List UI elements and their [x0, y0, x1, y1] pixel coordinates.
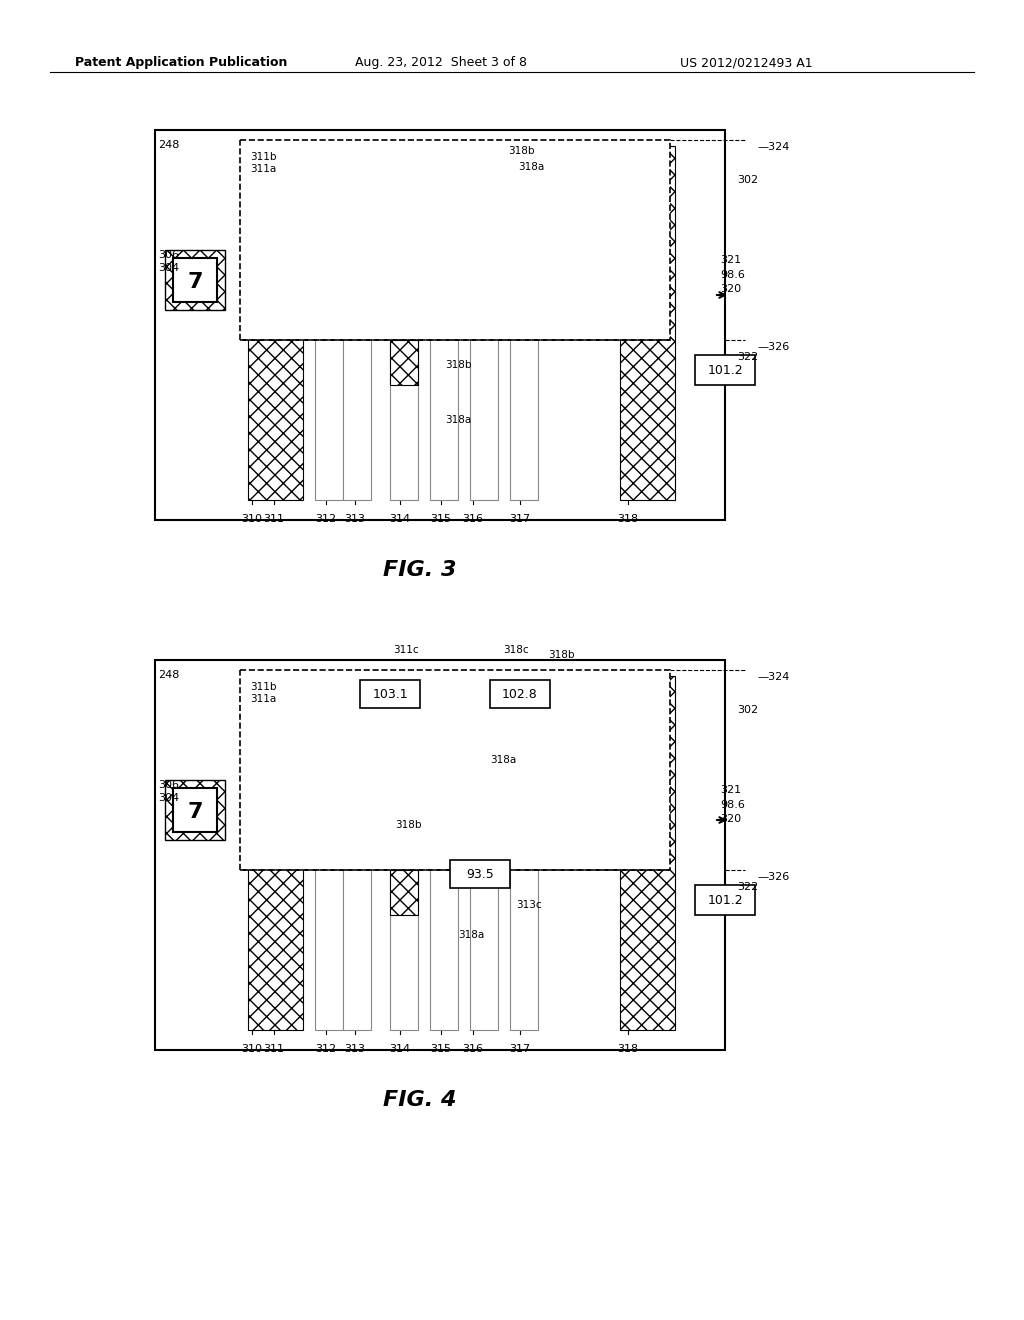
Text: 312: 312	[315, 1044, 337, 1053]
Text: 98.6: 98.6	[720, 271, 744, 280]
Text: 321: 321	[720, 785, 741, 795]
Bar	[155, 660, 725, 1049]
Text: 317: 317	[509, 1044, 530, 1053]
Bar	[390, 310, 418, 500]
Text: —324: —324	[757, 143, 790, 152]
Bar	[343, 260, 371, 500]
Text: 318b: 318b	[445, 360, 471, 370]
Text: 311: 311	[263, 1044, 285, 1053]
Bar	[620, 676, 675, 1030]
Text: 316: 316	[463, 1044, 483, 1053]
Text: 311a: 311a	[250, 164, 276, 174]
Text: 306: 306	[158, 249, 179, 260]
Text: —326: —326	[757, 873, 790, 882]
Bar	[343, 780, 371, 1030]
Bar	[695, 884, 755, 915]
Text: 321: 321	[720, 255, 741, 265]
Text: Patent Application Publication: Patent Application Publication	[75, 55, 288, 69]
Text: 310: 310	[242, 513, 262, 524]
Text: 318a: 318a	[518, 162, 544, 172]
Text: 103.1: 103.1	[372, 688, 408, 701]
Text: 98.6: 98.6	[720, 800, 744, 810]
Bar	[490, 680, 550, 708]
Text: 318: 318	[617, 1044, 639, 1053]
Bar	[510, 760, 538, 1030]
Text: 312: 312	[315, 513, 337, 524]
Text: 311a: 311a	[250, 694, 276, 704]
Text: 317: 317	[509, 513, 530, 524]
Text: 101.2: 101.2	[708, 363, 742, 376]
Text: 7: 7	[187, 272, 203, 292]
Text: 315: 315	[430, 513, 452, 524]
Text: 313: 313	[344, 513, 366, 524]
Text: 313: 313	[344, 1044, 366, 1053]
Bar	[315, 820, 343, 1030]
Text: Aug. 23, 2012  Sheet 3 of 8: Aug. 23, 2012 Sheet 3 of 8	[355, 55, 527, 69]
Text: FIG. 3: FIG. 3	[383, 560, 457, 579]
Text: 318a: 318a	[458, 931, 484, 940]
Bar	[165, 249, 225, 310]
Text: 310: 310	[242, 1044, 262, 1053]
Text: 102.8: 102.8	[502, 688, 538, 701]
Text: 320: 320	[720, 814, 741, 824]
Text: 311b: 311b	[250, 152, 276, 162]
Text: —324: —324	[757, 672, 790, 682]
Text: —326: —326	[757, 342, 790, 352]
Text: 304: 304	[158, 263, 179, 273]
Text: 318a: 318a	[445, 414, 471, 425]
Text: 248: 248	[158, 671, 179, 680]
Text: 322: 322	[737, 882, 758, 892]
Text: 318b: 318b	[508, 147, 535, 156]
Text: 7: 7	[187, 803, 203, 822]
Bar	[510, 224, 538, 500]
Text: 311: 311	[263, 513, 285, 524]
Text: 318c: 318c	[503, 645, 528, 655]
Text: 304: 304	[158, 793, 179, 803]
Text: 322: 322	[737, 352, 758, 362]
Bar	[240, 671, 670, 870]
Text: 302: 302	[737, 705, 758, 715]
Bar	[248, 676, 303, 1030]
Bar	[155, 129, 725, 520]
Bar	[450, 861, 510, 888]
Bar	[173, 257, 217, 302]
Text: FIG. 4: FIG. 4	[383, 1090, 457, 1110]
Bar	[470, 744, 498, 1030]
Text: 311c: 311c	[393, 645, 419, 655]
Bar	[240, 140, 670, 341]
Text: 318: 318	[617, 513, 639, 524]
Bar	[390, 870, 418, 915]
Bar	[360, 680, 420, 708]
Bar	[620, 147, 675, 500]
Bar	[315, 294, 343, 500]
Text: 318b: 318b	[395, 820, 422, 830]
Bar	[430, 756, 458, 1030]
Bar	[248, 147, 303, 500]
Text: 316: 316	[463, 513, 483, 524]
Bar	[390, 341, 418, 385]
Text: 306: 306	[158, 780, 179, 789]
Text: 248: 248	[158, 140, 179, 150]
Text: 93.5: 93.5	[466, 867, 494, 880]
Text: US 2012/0212493 A1: US 2012/0212493 A1	[680, 55, 813, 69]
Text: 318a: 318a	[490, 755, 516, 766]
Text: 318b: 318b	[548, 649, 574, 660]
Text: 314: 314	[389, 1044, 411, 1053]
Bar	[430, 235, 458, 500]
Bar	[390, 840, 418, 1030]
Text: 320: 320	[720, 284, 741, 294]
Text: 315: 315	[430, 1044, 452, 1053]
Bar	[165, 780, 225, 840]
Bar	[695, 355, 755, 385]
Bar	[470, 220, 498, 500]
Text: 302: 302	[737, 176, 758, 185]
Text: 101.2: 101.2	[708, 894, 742, 907]
Text: 311b: 311b	[250, 682, 276, 692]
Text: 313c: 313c	[516, 900, 542, 909]
Text: 314: 314	[389, 513, 411, 524]
Bar	[173, 788, 217, 832]
